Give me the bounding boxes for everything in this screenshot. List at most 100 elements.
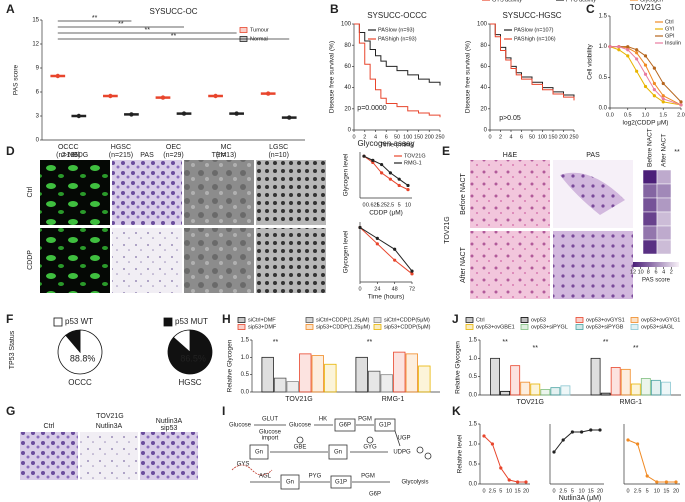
y-tick-label: 0.0 (469, 482, 478, 488)
x-tick-label: 2.5 (634, 488, 642, 494)
y-axis-label: Glycogen level (343, 230, 350, 273)
legend-swatch (239, 36, 248, 42)
chart-title: SYSUCC-HGSC (502, 11, 561, 20)
colorbar-tick-label: 2 (670, 269, 673, 275)
diagram-label: Gn (286, 480, 294, 486)
annotation: ** (533, 345, 539, 352)
x-tick-label: LGSC (269, 144, 288, 151)
series-line (490, 23, 575, 99)
point (617, 45, 621, 49)
series-line (354, 23, 441, 118)
label: TOV21G (96, 413, 124, 420)
diagram-label: UGP (397, 436, 410, 442)
diagram-label: GYS (237, 462, 250, 468)
point (362, 154, 366, 158)
panel-label: I (222, 404, 225, 418)
heat-cell (642, 239, 658, 255)
y-tick-label: 1.5 (469, 422, 478, 428)
point (499, 466, 503, 470)
point (375, 236, 379, 240)
chart-title: SYSUCC-OC (149, 7, 197, 16)
x-tick-label: 50 (394, 134, 400, 140)
point (626, 48, 630, 52)
legend-label: TOV21G (404, 153, 426, 159)
panel-label: D (6, 144, 15, 158)
point (679, 103, 683, 107)
point (674, 480, 678, 484)
point (570, 430, 575, 434)
colorbar-tick-label: 8 (647, 269, 650, 275)
chart-title: TOV21G (630, 3, 661, 12)
bar (500, 390, 511, 396)
y-tick-label: 0.0 (599, 106, 608, 112)
image (256, 160, 326, 225)
y-axis-label: Relative Glycogen (455, 341, 462, 394)
legend-label: Normal (250, 36, 268, 42)
legend-label: GPI (665, 33, 675, 39)
label: H&E (503, 152, 518, 159)
annotation: ** (171, 33, 177, 40)
label: Nutlin3A (156, 418, 183, 425)
bar (630, 383, 641, 396)
series-line (363, 155, 409, 191)
x-tick-label: 20 (523, 488, 529, 494)
bar (299, 353, 312, 393)
diagram-label: G6P (369, 492, 381, 498)
y-tick-label: 1.5 (599, 14, 608, 20)
bar (418, 365, 431, 393)
x-axis-label: CDDP (μM) (369, 210, 403, 217)
bar (490, 357, 500, 396)
label: CDDP (27, 250, 34, 270)
legend-swatch (575, 324, 584, 330)
x-tick-label: 0.625 (366, 202, 380, 208)
point (643, 84, 648, 89)
y-tick-label: 0.5 (241, 372, 250, 378)
hexagon (296, 436, 304, 444)
image (112, 228, 182, 293)
panel-label: E (442, 144, 450, 158)
heat-cell (656, 169, 672, 185)
x-tick-label: 2.5 (559, 488, 567, 494)
x-tick-label: 1.25 (376, 202, 387, 208)
diagram-label: PYG (309, 474, 322, 480)
bar (650, 379, 661, 396)
x-tick-label: 72 (409, 286, 415, 292)
x-tick-label: HGSC (111, 144, 131, 151)
point (652, 81, 656, 86)
point (406, 188, 410, 192)
x-tick-label: 0.5 (624, 112, 632, 118)
pie-slice (172, 329, 191, 353)
y-tick-label: 40 (344, 85, 351, 91)
x-tick-label: 50 (529, 134, 535, 140)
y-tick-label: 0.5 (469, 374, 478, 380)
point (643, 72, 648, 76)
point (661, 94, 665, 98)
box (374, 418, 396, 432)
x-axis-label: Time (mths) (380, 142, 414, 149)
legend-label: ovp53+siAGL (641, 324, 674, 330)
x-tick-label: 100 (538, 134, 547, 140)
x-tick-label: 5 (499, 488, 502, 494)
point (626, 54, 630, 58)
y-tick-label: 20 (480, 106, 487, 112)
y-tick-label: 80 (344, 43, 351, 49)
diagram-label: Glycolysis (401, 480, 428, 486)
point (598, 428, 602, 432)
label: sip53 (161, 425, 178, 432)
legend-label: sip53+CDDP(1.25μM) (316, 324, 370, 330)
diagram-label: GBE (294, 445, 307, 451)
legend-swatch (237, 317, 246, 323)
x-tick-label: 20 (597, 488, 603, 494)
legend-label: PASlow (n=93) (378, 27, 415, 33)
point (406, 183, 410, 188)
bar (355, 356, 368, 393)
point (375, 242, 379, 246)
label: Ctrl (27, 186, 34, 197)
x-tick-label: 10 (506, 488, 512, 494)
y-tick-label: 1.0 (469, 442, 478, 448)
colorbar (633, 262, 679, 267)
image (112, 160, 182, 225)
x-tick-label: 10 (579, 488, 585, 494)
legend-swatch (520, 324, 529, 330)
